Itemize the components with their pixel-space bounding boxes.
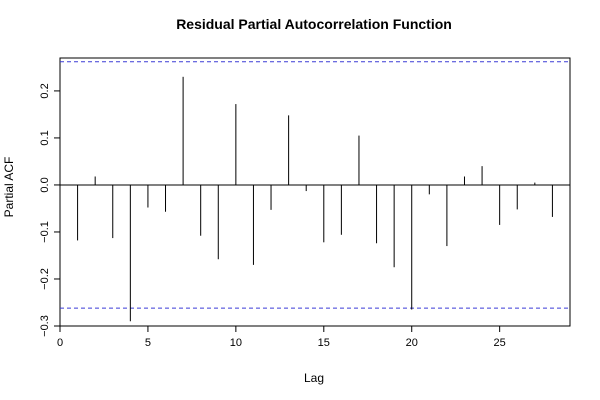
y-tick-label: 0.0 (39, 177, 51, 192)
y-tick-label: 0.2 (39, 83, 51, 98)
x-axis-title: Lag (304, 371, 324, 385)
x-tick-label: 20 (406, 337, 418, 349)
chart-title: Residual Partial Autocorrelation Functio… (176, 16, 452, 32)
y-tick-label: −0.2 (39, 268, 51, 290)
x-axis: 0 5 10 15 20 25 (57, 326, 506, 349)
x-tick-label: 0 (57, 337, 63, 349)
x-tick-label: 5 (145, 337, 151, 349)
x-tick-label: 25 (494, 337, 506, 349)
pacf-bars (77, 76, 553, 322)
y-tick-label: −0.1 (39, 221, 51, 243)
x-tick-label: 15 (318, 337, 330, 349)
confidence-band (60, 61, 570, 309)
y-axis: −0.3 −0.2 −0.1 0.0 0.1 0.2 (39, 83, 60, 337)
y-tick-label: 0.1 (39, 130, 51, 145)
x-tick-label: 10 (230, 337, 242, 349)
plot-frame (59, 57, 571, 327)
y-axis-title: Partial ACF (2, 157, 16, 218)
y-tick-label: −0.3 (39, 315, 51, 337)
